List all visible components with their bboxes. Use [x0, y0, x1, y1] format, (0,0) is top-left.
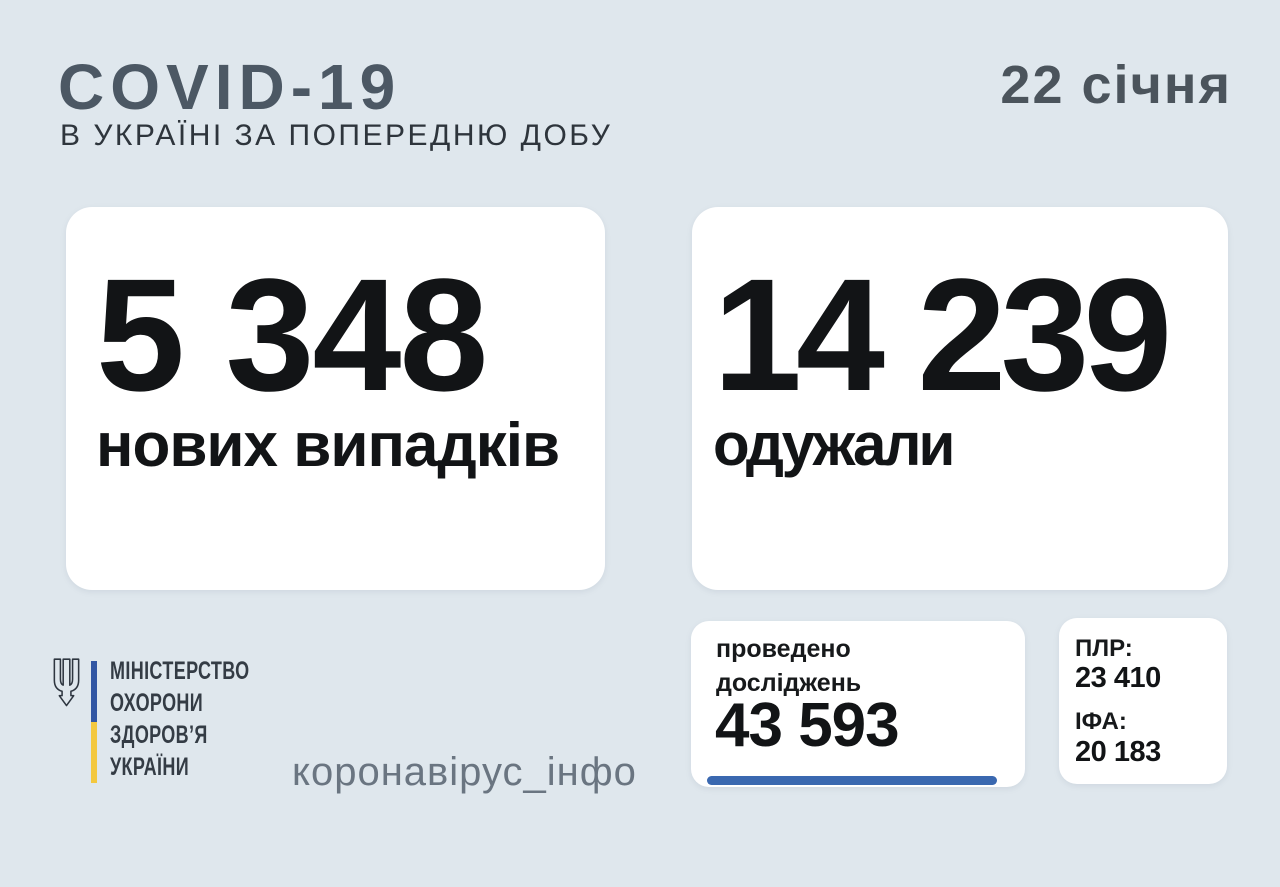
tests-label-line2: досліджень: [716, 669, 862, 697]
new-cases-value: 5 348: [96, 245, 488, 424]
channel-name: коронавірус_інфо: [292, 750, 637, 794]
ifa-value: 20 183: [1075, 736, 1161, 768]
recovered-value: 14 239: [713, 245, 1172, 424]
tests-label-line1: проведено: [716, 635, 851, 663]
tests-card: проведено досліджень 43 593: [691, 621, 1025, 787]
flag-yellow-segment: [91, 722, 97, 783]
page-title: COVID-19: [58, 51, 402, 123]
tests-label: проведено досліджень: [716, 632, 861, 700]
ukraine-trident-icon: [53, 658, 80, 707]
pcr-label: ПЛР:: [1075, 635, 1133, 662]
ministry-line: МІНІСТЕРСТВО: [110, 657, 250, 685]
page-subtitle: В УКРАЇНІ ЗА ПОПЕРЕДНЮ ДОБУ: [60, 119, 613, 152]
ifa-label: ІФА:: [1075, 708, 1127, 735]
flag-blue-segment: [91, 661, 97, 722]
ministry-name: МІНІСТЕРСТВО ОХОРОНИ ЗДОРОВ’Я УКРАЇНИ: [110, 655, 250, 783]
ministry-line: ЗДОРОВ’Я: [110, 721, 208, 749]
report-date: 22 січня: [1000, 55, 1232, 115]
ministry-line: ОХОРОНИ: [110, 689, 204, 717]
new-cases-card: 5 348 нових випадків: [66, 207, 605, 590]
recovered-label: одужали: [713, 411, 955, 478]
new-cases-label: нових випадків: [96, 411, 560, 480]
ministry-line: УКРАЇНИ: [110, 753, 190, 781]
test-types-card: ПЛР: 23 410 ІФА: 20 183: [1059, 618, 1227, 784]
pcr-value: 23 410: [1075, 662, 1161, 694]
progress-bar: [707, 776, 997, 785]
flag-bar: [91, 661, 97, 783]
tests-value: 43 593: [715, 691, 900, 760]
recovered-card: 14 239 одужали: [692, 207, 1228, 590]
